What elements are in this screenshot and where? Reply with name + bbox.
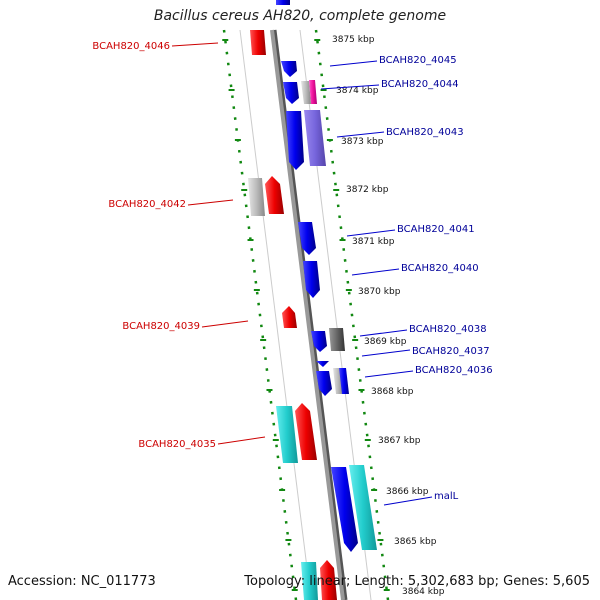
gene-mall — [331, 467, 358, 552]
tick-label: 3874 kbp — [336, 86, 379, 96]
gene-bcah820-4044 — [283, 82, 299, 104]
leader-line — [364, 370, 414, 378]
tick-label: 3871 kbp — [352, 237, 395, 247]
gene-bcah820-4035 — [295, 403, 317, 460]
gene-label-bcah820-4039: BCAH820_4039 — [122, 321, 200, 332]
reverse-strand-genes — [281, 61, 377, 552]
gene-bcah820-4036 — [316, 371, 332, 396]
tick-labels: 3875 kbp 3874 kbp 3873 kbp 3872 kbp 3871… — [332, 35, 445, 597]
leader-line — [351, 268, 400, 276]
leader-line — [359, 329, 408, 337]
gene-bcah820-4043-violet — [304, 110, 326, 166]
gene-label-bcah820-4035: BCAH820_4035 — [138, 439, 216, 450]
leader-line — [361, 349, 411, 357]
gene-label-bcah820-4040: BCAH820_4040 — [401, 263, 479, 274]
gene-bcah820-4042-gray — [248, 178, 265, 216]
leader-line — [336, 131, 385, 138]
leader-line — [329, 60, 378, 67]
leader-line — [201, 320, 249, 328]
gene-label-bcah820-4043: BCAH820_4043 — [386, 127, 464, 138]
gene-label-bcah820-4046: BCAH820_4046 — [92, 41, 170, 52]
forward-gene-labels: BCAH820_4046 BCAH820_4042 BCAH820_4039 B… — [92, 41, 266, 450]
tick-label: 3875 kbp — [332, 35, 375, 45]
gene-label-bcah820-4044: BCAH820_4044 — [381, 79, 459, 90]
gene-label-mall: malL — [434, 491, 459, 502]
gene-bcah820-4046 — [250, 30, 266, 55]
gene-bcah820-4042 — [265, 176, 284, 214]
gene-bottom-cyan — [301, 562, 318, 600]
gene-label-bcah820-4042: BCAH820_4042 — [108, 199, 186, 210]
gene-bcah820-4036-navy — [339, 368, 349, 394]
genome-summary-text: Topology: linear; Length: 5,302,683 bp; … — [244, 574, 590, 589]
gene-bcah820-4040 — [303, 261, 320, 298]
gene-bcah820-4044-gray — [301, 81, 311, 104]
backbone — [270, 29, 345, 600]
accession-text: Accession: NC_011773 — [8, 574, 156, 589]
gene-bcah820-4038 — [311, 331, 327, 352]
gene-bcah820-4041 — [298, 222, 316, 255]
tick-label: 3867 kbp — [378, 436, 421, 446]
left-inner-border — [239, 29, 312, 600]
tick-label: 3865 kbp — [394, 537, 437, 547]
gene-mall-cyan — [349, 465, 377, 550]
leader-line — [383, 496, 433, 506]
gene-label-bcah820-4041: BCAH820_4041 — [397, 224, 475, 235]
map-title: Bacillus cereus AH820, complete genome — [153, 8, 447, 24]
gene-label-bcah820-4038: BCAH820_4038 — [409, 324, 487, 335]
leader-line — [171, 42, 219, 47]
tick-label: 3872 kbp — [346, 185, 389, 195]
gene-bcah820-4035-cyan — [276, 406, 298, 463]
gene-bcah820-4038-dark — [329, 328, 345, 351]
gene-bcah820-4037 — [316, 361, 329, 367]
gene-bottom-red — [320, 560, 337, 600]
leader-line — [217, 436, 266, 445]
reverse-gene-labels: BCAH820_4045 BCAH820_4044 BCAH820_4043 B… — [320, 55, 493, 506]
major-ticks — [222, 39, 390, 591]
leader-line — [346, 229, 396, 237]
gene-label-bcah820-4036: BCAH820_4036 — [415, 365, 493, 376]
tick-label: 3868 kbp — [371, 387, 414, 397]
forward-strand-genes — [248, 30, 337, 600]
tick-label: 3864 kbp — [402, 587, 445, 597]
leader-line — [187, 199, 234, 206]
gene-bcah820-4039 — [282, 306, 297, 328]
tick-label: 3870 kbp — [358, 287, 401, 297]
leader-line — [320, 84, 380, 90]
tick-label: 3873 kbp — [341, 137, 384, 147]
left-outer-border — [222, 29, 298, 600]
gene-bcah820-4043 — [286, 111, 304, 170]
tick-label: 3866 kbp — [386, 487, 429, 497]
gene-bcah820-4044-pink — [309, 80, 317, 104]
gene-bcah820-4045 — [281, 61, 297, 77]
gene-label-bcah820-4045: BCAH820_4045 — [379, 55, 457, 66]
partial-gene-top — [276, 0, 290, 5]
gene-label-bcah820-4037: BCAH820_4037 — [412, 346, 490, 357]
tick-label: 3869 kbp — [364, 337, 407, 347]
right-outer-border — [314, 29, 390, 600]
